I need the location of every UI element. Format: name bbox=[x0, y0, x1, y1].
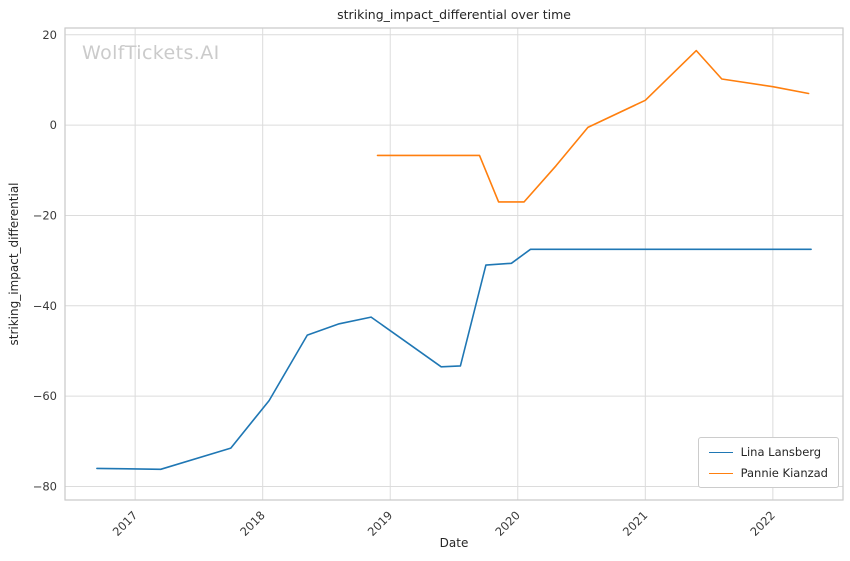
legend-line-swatch bbox=[708, 472, 733, 474]
series-line-lina-lansberg bbox=[96, 248, 812, 471]
legend-label: Pannie Kianzad bbox=[740, 466, 828, 480]
legend: Lina Lansberg Pannie Kianzad bbox=[697, 437, 839, 488]
x-tick-label: 2020 bbox=[492, 508, 523, 539]
legend-item: Pannie Kianzad bbox=[708, 466, 828, 480]
watermark: WolfTickets.AI bbox=[82, 42, 220, 64]
plot-border bbox=[64, 27, 844, 501]
y-tick-label: −20 bbox=[33, 208, 57, 222]
series-line-pannie-kianzad bbox=[376, 49, 810, 203]
x-tick-label: 2018 bbox=[237, 508, 268, 539]
x-tick-label: 2017 bbox=[110, 508, 141, 539]
y-tick-label: −60 bbox=[33, 389, 57, 403]
x-tick-label: 2021 bbox=[620, 508, 651, 539]
y-tick-label: 0 bbox=[50, 118, 57, 132]
y-tick-label: 20 bbox=[42, 28, 57, 42]
x-tick-label: 2022 bbox=[747, 508, 778, 539]
legend-label: Lina Lansberg bbox=[740, 445, 822, 459]
x-tick-label: 2019 bbox=[365, 508, 396, 539]
legend-line-swatch bbox=[708, 451, 733, 453]
y-tick-label: −40 bbox=[33, 299, 57, 313]
x-axis-label: Date bbox=[439, 536, 469, 550]
chart-title: striking_impact_differential over time bbox=[337, 7, 571, 22]
legend-item: Lina Lansberg bbox=[708, 445, 828, 459]
y-tick-label: −80 bbox=[33, 479, 57, 493]
y-axis-label: striking_impact_differential bbox=[7, 182, 21, 346]
